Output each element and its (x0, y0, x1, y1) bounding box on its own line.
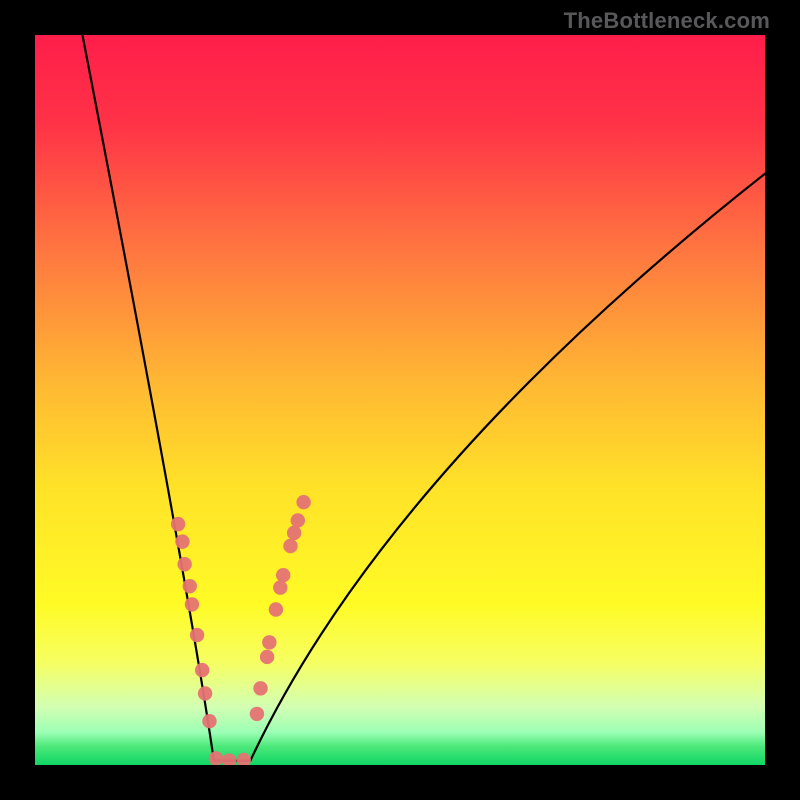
marker-right (250, 707, 264, 721)
marker-left (195, 663, 209, 677)
marker-right (283, 539, 297, 553)
marker-right (291, 513, 305, 527)
marker-left (171, 517, 185, 531)
marker-bottom (209, 751, 223, 765)
gradient-background (35, 35, 765, 765)
marker-right (273, 580, 287, 594)
marker-right (296, 495, 310, 509)
marker-right (269, 602, 283, 616)
plot-svg (35, 35, 765, 765)
plot-area (35, 35, 765, 765)
marker-right (253, 681, 267, 695)
marker-right (260, 650, 274, 664)
watermark-text: TheBottleneck.com (564, 8, 770, 34)
marker-left (177, 557, 191, 571)
chart-container: TheBottleneck.com (0, 0, 800, 800)
marker-left (190, 628, 204, 642)
marker-left (198, 686, 212, 700)
marker-left (183, 579, 197, 593)
marker-left (175, 534, 189, 548)
marker-right (287, 526, 301, 540)
marker-right (276, 568, 290, 582)
marker-left (185, 597, 199, 611)
marker-right (262, 635, 276, 649)
marker-left (202, 714, 216, 728)
